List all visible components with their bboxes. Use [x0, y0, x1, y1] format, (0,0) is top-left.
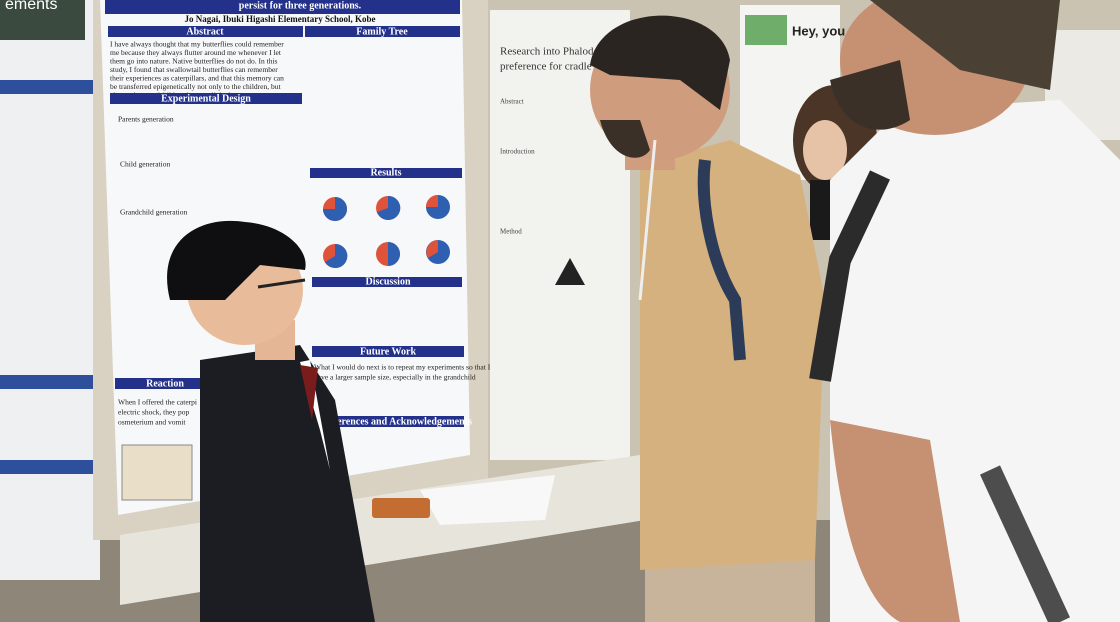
left-poster — [0, 0, 100, 580]
label: Parents generation — [118, 115, 174, 124]
paper — [420, 475, 555, 525]
figure — [555, 258, 585, 285]
man-white-shirt — [809, 0, 1120, 622]
section-title: Abstract — [186, 26, 224, 37]
poster-title: persist for three generations. — [239, 0, 362, 11]
section-title: Discussion — [365, 276, 410, 287]
poster-author: Jo Nagai, Ibuki Higashi Elementary Schoo… — [184, 14, 375, 24]
text-line: electric shock, they pop — [118, 408, 189, 417]
section-title: Reaction — [146, 378, 184, 389]
poster-title: preference for cradle — [500, 61, 592, 73]
section-bar — [108, 26, 303, 37]
section-bar — [312, 277, 462, 287]
text-line: me because they always flutter around me… — [110, 48, 282, 57]
section-bar — [305, 26, 460, 37]
text-line: I have always thought that my butterflie… — [110, 40, 284, 49]
photo-panel — [745, 15, 787, 45]
poster-header — [0, 0, 85, 40]
section-bar — [0, 80, 95, 94]
pie-charts — [323, 195, 450, 268]
text-line: them go into nature. Native butterflies … — [110, 57, 278, 66]
section-bar — [312, 346, 464, 357]
section-title: Family Tree — [356, 26, 408, 37]
poster-title: ements — [5, 0, 57, 13]
photo-panel — [121, 444, 193, 501]
text-line: When I offered the caterpi — [118, 398, 197, 407]
text-line: have a larger sample size, especially in… — [314, 373, 476, 382]
section-bar — [330, 416, 464, 427]
section-bar — [0, 375, 95, 389]
poster-header — [105, 0, 460, 14]
label: Grandchild generation — [120, 208, 188, 217]
text-line: be transferred epigenetically not only t… — [110, 82, 281, 91]
text-line: study, I found that swallowtail butterfl… — [110, 65, 278, 74]
text-line: their experiences as caterpillars, and t… — [110, 74, 284, 83]
poster-title: Hey, you — [792, 23, 845, 38]
wallet — [372, 498, 430, 518]
section-title: Future Work — [360, 346, 416, 357]
section-bar — [310, 168, 462, 178]
label: Child generation — [120, 160, 170, 169]
section-bar — [110, 93, 302, 104]
section-bar — [0, 460, 95, 474]
section-title: References and Acknowledgements — [322, 416, 472, 427]
text-line: osmeterium and vomit — [118, 418, 186, 427]
man-tan-shirt — [590, 15, 825, 622]
boy — [167, 220, 375, 622]
section-title: Abstract — [500, 98, 524, 106]
section-title: Introduction — [500, 148, 535, 156]
section-title: Experimental Design — [161, 93, 251, 104]
section-title: Results — [370, 167, 401, 178]
poster-title: Research into Phalodo — [500, 46, 599, 58]
section-title: Method — [500, 228, 522, 236]
text-line: What I would do next is to repeat my exp… — [314, 363, 491, 372]
section-bar — [115, 378, 210, 389]
